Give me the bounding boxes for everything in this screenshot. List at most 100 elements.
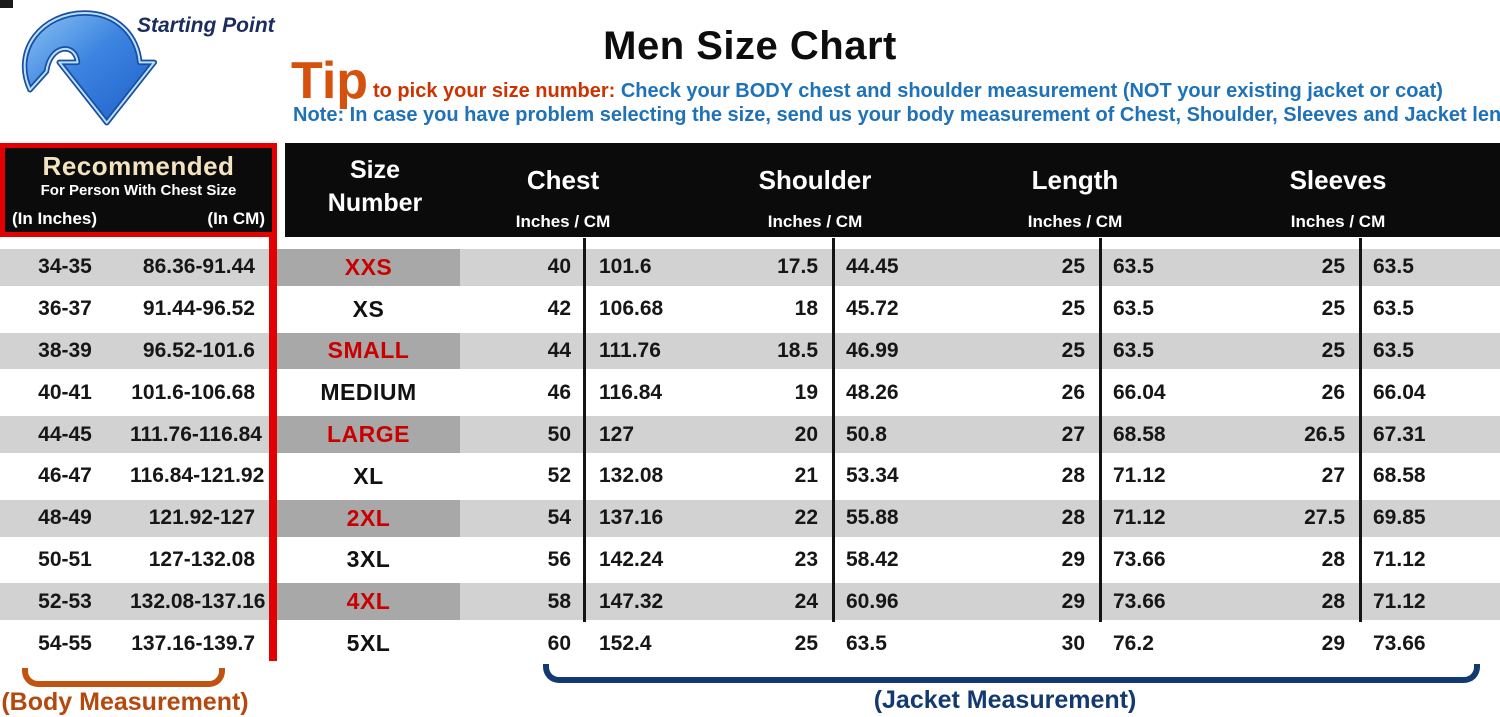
note-line: Note: In case you have problem selecting…	[293, 104, 1500, 126]
cell-length-inches: 25	[963, 329, 1099, 372]
cell-shoulder-cm: 48.26	[832, 371, 963, 414]
sleeves-units-header: Inches / CM	[1290, 212, 1386, 231]
cell-length-cm: 66.04	[1099, 371, 1227, 414]
cell-rec-inches: 38-39	[0, 329, 130, 372]
cell-length-cm: 71.12	[1099, 496, 1227, 539]
sleeves-header-group: Sleeves Inches / CM	[1238, 143, 1438, 232]
shoulder-header: Shoulder	[758, 165, 872, 195]
cell-rec-inches: 36-37	[0, 287, 130, 330]
column-divider-line	[1099, 238, 1102, 622]
cell-shoulder-cm: 55.88	[832, 496, 963, 539]
column-divider-line	[832, 238, 835, 622]
cell-shoulder-inches: 25	[705, 622, 832, 664]
tip-intro-text: to pick your size number:	[373, 80, 616, 102]
cell-chest-cm: 127	[585, 413, 705, 455]
body-measurement-label: (Body Measurement)	[1, 688, 249, 716]
starting-point-label: Starting Point	[137, 14, 275, 37]
cell-shoulder-cm: 58.42	[832, 538, 963, 581]
table-row: 40-41 101.6-106.68 MEDIUM 46 116.84 19 48.26 26…	[0, 371, 1500, 414]
cell-chest-inches: 58	[460, 580, 585, 623]
in-inches-header: (In Inches)	[12, 209, 98, 228]
cell-rec-inches: 52-53	[0, 580, 130, 623]
cell-chest-inches: 52	[460, 454, 585, 497]
cell-length-inches: 28	[963, 454, 1099, 497]
cell-size-number: XS	[277, 287, 460, 330]
jacket-measurement-bracket	[543, 664, 1480, 683]
column-divider-line	[583, 238, 586, 622]
cell-chest-cm: 106.68	[585, 287, 705, 330]
cell-size-number: 4XL	[277, 580, 460, 623]
cell-shoulder-inches: 18.5	[705, 329, 832, 372]
cell-length-inches: 29	[963, 580, 1099, 623]
cell-length-inches: 26	[963, 371, 1099, 414]
recommended-title: Recommended	[42, 151, 235, 181]
cell-chest-cm: 132.08	[585, 454, 705, 497]
size-table-body: 34-35 86.36-91.44 XXS 40 101.6 17.5 44.45 25 63.…	[0, 246, 1500, 664]
cell-rec-inches: 40-41	[0, 371, 130, 414]
cell-sleeves-cm: 67.31	[1359, 413, 1500, 455]
cell-shoulder-cm: 60.96	[832, 580, 963, 623]
cell-rec-inches: 50-51	[0, 538, 130, 581]
cell-length-inches: 29	[963, 538, 1099, 581]
cell-size-number: 5XL	[277, 622, 460, 664]
in-cm-header: (In CM)	[207, 209, 265, 228]
starting-point-arrow-icon	[8, 2, 158, 130]
size-number-header: Size Number	[327, 156, 423, 217]
tip-heading: Tip	[291, 52, 369, 110]
jacket-measurement-label: (Jacket Measurement)	[873, 686, 1137, 714]
cell-shoulder-cm: 45.72	[832, 287, 963, 330]
cell-length-inches: 25	[963, 287, 1099, 330]
table-row: 46-47 116.84-121.92 XL 52 132.08 21 53.34 28 71.…	[0, 454, 1500, 497]
length-units-header: Inches / CM	[1027, 212, 1123, 231]
sleeves-header: Sleeves	[1289, 165, 1387, 195]
cell-rec-cm: 127-132.08	[130, 538, 277, 581]
cell-sleeves-inches: 28	[1227, 538, 1359, 581]
cell-chest-cm: 147.32	[585, 580, 705, 623]
cell-length-cm: 68.58	[1099, 413, 1227, 455]
cell-size-number: XXS	[277, 246, 460, 288]
cell-rec-cm: 111.76-116.84	[130, 413, 277, 455]
cell-length-inches: 25	[963, 246, 1099, 288]
table-row: 36-37 91.44-96.52 XS 42 106.68 18 45.72 25 63.5 2…	[0, 287, 1500, 330]
cell-chest-inches: 40	[460, 246, 585, 288]
cell-sleeves-inches: 29	[1227, 622, 1359, 664]
cell-rec-inches: 48-49	[0, 496, 130, 539]
cell-length-cm: 63.5	[1099, 329, 1227, 372]
table-row: 48-49 121.92-127 2XL 54 137.16 22 55.88 28 71.12…	[0, 496, 1500, 539]
shoulder-header-group: Shoulder Inches / CM	[715, 143, 915, 232]
cell-sleeves-cm: 63.5	[1359, 246, 1500, 288]
cell-length-inches: 28	[963, 496, 1099, 539]
cell-rec-cm: 101.6-106.68	[130, 371, 277, 414]
table-row: 44-45 111.76-116.84 LARGE 50 127 20 50.8 27 68.5…	[0, 413, 1500, 455]
cell-sleeves-cm: 73.66	[1359, 622, 1500, 664]
cell-rec-cm: 96.52-101.6	[130, 329, 277, 372]
page-title: Men Size Chart	[603, 24, 897, 68]
cell-sleeves-inches: 27	[1227, 454, 1359, 497]
cell-rec-inches: 34-35	[0, 246, 130, 288]
cell-sleeves-cm: 69.85	[1359, 496, 1500, 539]
tip-check-text: Check your BODY chest and shoulder measu…	[620, 80, 1443, 102]
cell-rec-inches: 54-55	[0, 622, 130, 664]
body-measurement-bracket	[22, 668, 225, 687]
recommended-subtitle: For Person With Chest Size	[40, 182, 237, 199]
cell-size-number: 3XL	[277, 538, 460, 581]
cell-shoulder-inches: 19	[705, 371, 832, 414]
cell-rec-cm: 116.84-121.92	[130, 454, 277, 497]
table-row: 50-51 127-132.08 3XL 56 142.24 23 58.42 29 73.66…	[0, 538, 1500, 581]
chest-header: Chest	[526, 165, 600, 195]
cell-chest-cm: 116.84	[585, 371, 705, 414]
cell-sleeves-inches: 25	[1227, 329, 1359, 372]
size-table: 34-35 86.36-91.44 XXS 40 101.6 17.5 44.45 25 63.…	[0, 246, 1500, 664]
cell-length-cm: 73.66	[1099, 580, 1227, 623]
cell-shoulder-cm: 63.5	[832, 622, 963, 664]
cell-shoulder-cm: 44.45	[832, 246, 963, 288]
cell-sleeves-inches: 26.5	[1227, 413, 1359, 455]
cell-sleeves-inches: 25	[1227, 287, 1359, 330]
cell-chest-inches: 54	[460, 496, 585, 539]
tip-line: to pick your size number: Check your BOD…	[373, 80, 1443, 103]
cell-size-number: LARGE	[277, 413, 460, 455]
cell-shoulder-inches: 24	[705, 580, 832, 623]
cell-length-inches: 30	[963, 622, 1099, 664]
length-header: Length	[1031, 165, 1119, 195]
cell-length-cm: 63.5	[1099, 246, 1227, 288]
